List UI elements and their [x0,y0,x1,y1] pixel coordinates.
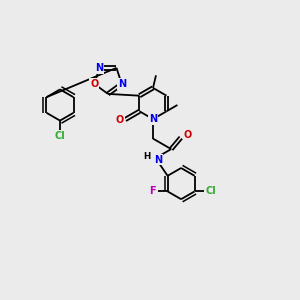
Text: O: O [90,79,98,89]
Text: H: H [144,152,151,161]
Text: Cl: Cl [205,186,216,197]
Text: O: O [116,115,124,124]
Text: F: F [149,186,156,197]
Text: N: N [118,79,126,89]
Text: N: N [154,154,162,165]
Text: N: N [95,63,104,73]
Text: O: O [183,130,192,140]
Text: N: N [149,114,157,124]
Text: Cl: Cl [55,130,65,141]
